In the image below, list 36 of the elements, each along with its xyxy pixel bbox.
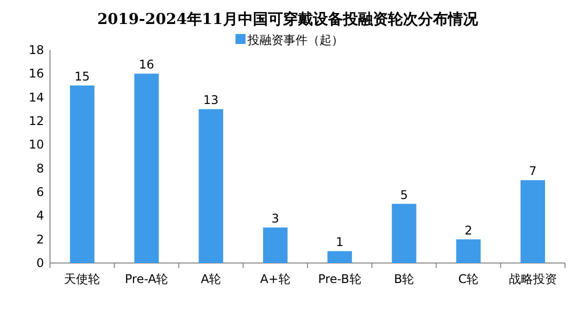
bar <box>70 86 94 263</box>
y-tick-label: 14 <box>28 90 44 104</box>
data-label: 5 <box>400 188 408 202</box>
y-tick-label: 4 <box>36 208 44 223</box>
bar <box>263 228 288 263</box>
y-tick-label: 8 <box>36 161 44 176</box>
chart-title: 2019-2024年11月中国可穿戴设备投融资轮次分布情况 <box>97 10 479 28</box>
data-label: 2 <box>464 223 472 238</box>
bar <box>456 239 481 263</box>
x-tick-label: A+轮 <box>260 272 290 286</box>
y-tick-label: 12 <box>28 114 44 128</box>
x-tick-label: B轮 <box>394 272 414 286</box>
data-label: 1 <box>336 235 344 250</box>
x-tick-label: Pre-B轮 <box>318 272 362 286</box>
x-tick-label: A轮 <box>200 272 222 286</box>
bar <box>198 109 224 263</box>
data-label: 16 <box>138 58 154 72</box>
bar <box>520 180 546 263</box>
y-tick-label: 6 <box>36 185 44 199</box>
data-label: 13 <box>203 93 219 108</box>
y-tick-label: 10 <box>28 138 44 152</box>
y-tick-label: 18 <box>28 43 44 57</box>
data-label: 3 <box>271 212 280 226</box>
x-tick-label: 战略投资 <box>508 272 557 286</box>
y-tick-label: 0 <box>36 256 44 270</box>
bar <box>392 204 416 263</box>
x-tick-label: C轮 <box>458 272 479 286</box>
x-tick-label: 天使轮 <box>64 272 100 286</box>
bar <box>327 251 352 263</box>
data-label: 15 <box>74 70 90 84</box>
legend-label: 投融资事件（起） <box>246 33 344 47</box>
y-tick-label: 2 <box>36 232 44 246</box>
bar <box>134 74 159 263</box>
y-tick-label: 16 <box>28 66 44 81</box>
x-tick-label: Pre-A轮 <box>124 272 168 286</box>
data-label: 7 <box>528 164 537 178</box>
